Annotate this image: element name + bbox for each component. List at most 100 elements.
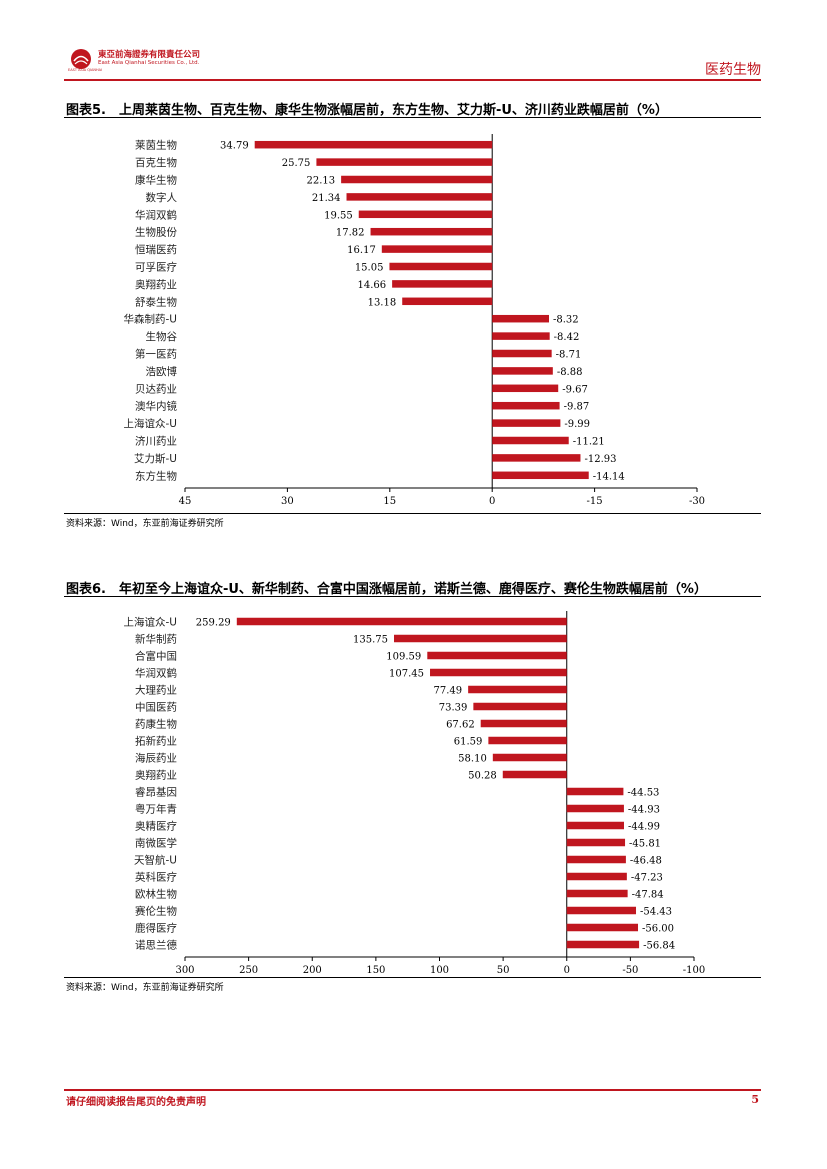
bar	[566, 923, 639, 932]
data-label: -47.23	[631, 873, 663, 884]
data-label: 21.34	[312, 193, 341, 204]
data-label: -9.99	[564, 419, 590, 430]
data-label: 77.49	[434, 686, 463, 697]
data-label: -12.93	[584, 454, 616, 465]
figure6-chart-svg: 300 250 200 150 100 50 0 -50 -100 上海谊众-U 259.29 新华制…	[124, 611, 705, 975]
x-tick-label: 300	[175, 965, 194, 975]
category-label: 华森制药-U	[124, 313, 177, 326]
bar	[502, 770, 567, 779]
bar	[358, 210, 493, 219]
category-label: 可孚医疗	[135, 261, 177, 274]
bar	[566, 821, 624, 830]
data-label: 61.59	[454, 737, 483, 748]
company-name-en: East Asia Qianhai Securities Co., Ltd.	[98, 60, 200, 66]
data-label: 135.75	[353, 635, 388, 646]
data-label: -44.99	[628, 822, 660, 833]
figure6-bottom-rule	[64, 977, 761, 979]
bar	[370, 227, 493, 236]
figure5-title: 图表5. 上周莱茵生物、百克生物、康华生物涨幅居前，东方生物、艾力斯-U、济川药…	[66, 103, 668, 118]
bar	[480, 719, 567, 728]
x-tick-label: 45	[179, 496, 192, 507]
bar	[492, 401, 560, 410]
x-tick-label: 0	[489, 496, 495, 507]
category-label: 澳华内镜	[135, 400, 177, 413]
bar	[236, 617, 567, 626]
data-label: -54.43	[640, 907, 672, 918]
company-logo-icon	[71, 49, 91, 69]
data-label: 107.45	[389, 669, 424, 680]
bar	[381, 245, 493, 253]
figure6-title-rule	[64, 596, 761, 598]
data-label: -46.48	[630, 856, 662, 867]
category-label: 生物谷	[146, 330, 178, 343]
category-label: 中国医药	[135, 701, 177, 714]
figure5-chart-svg: 45 30 15 0 -15 -30 莱茵生物 34.79 百克生物 25.75 康华生物 22.13…	[124, 134, 705, 507]
data-label: -8.42	[554, 332, 580, 343]
data-label: -45.81	[629, 839, 661, 850]
x-tick-label: 250	[239, 965, 258, 975]
data-label: -8.32	[553, 315, 579, 326]
category-label: 欧林生物	[135, 888, 177, 901]
data-label: 67.62	[446, 720, 475, 731]
company-logo-caption: EAST ASIA QIANHAI	[68, 68, 103, 72]
x-tick-label: -30	[689, 496, 705, 507]
category-label: 大理药业	[135, 684, 177, 697]
bar	[468, 685, 567, 694]
category-label: 第一医药	[135, 348, 177, 361]
category-label: 药康生物	[135, 718, 177, 731]
category-label: 上海谊众-U	[124, 417, 177, 430]
x-tick-label: 15	[383, 496, 396, 507]
bar	[566, 889, 628, 898]
category-label: 恒瑞医药	[135, 243, 177, 256]
category-label: 奥精医疗	[135, 820, 177, 833]
x-tick-label: -15	[587, 496, 603, 507]
category-label: 睿昂基因	[135, 786, 177, 799]
data-label: 13.18	[368, 297, 397, 308]
bar	[316, 158, 493, 166]
x-tick-label: 30	[281, 496, 294, 507]
category-label: 粤万年青	[135, 803, 177, 816]
bar	[492, 314, 549, 323]
bar	[492, 349, 552, 358]
data-label: 259.29	[196, 618, 231, 629]
category-label: 康华生物	[135, 174, 177, 187]
category-label: 奥翔药业	[135, 769, 177, 782]
category-label: 艾力斯-U	[134, 452, 177, 465]
data-label: -56.84	[643, 941, 675, 952]
data-label: -47.84	[632, 890, 664, 901]
category-label: 英科医疗	[135, 871, 177, 884]
x-tick-label: 50	[497, 965, 510, 975]
category-label: 上海谊众-U	[124, 616, 177, 629]
bar	[492, 367, 553, 375]
bar	[341, 175, 493, 184]
data-label: 17.82	[336, 228, 365, 239]
category-label: 生物股份	[135, 226, 177, 239]
x-tick-label: -50	[622, 965, 638, 975]
figure6-chart: 300 250 200 150 100 50 0 -50 -100 上海谊众-U 259.29 新华制…	[64, 605, 769, 975]
bar	[488, 736, 567, 745]
data-label: -8.71	[556, 350, 582, 361]
footer-disclaimer: 请仔细阅读报告尾页的免责声明	[66, 1097, 206, 1108]
data-label: -56.00	[642, 924, 674, 935]
x-tick-label: 0	[564, 965, 570, 975]
data-label: -11.21	[573, 437, 605, 448]
figure6-title: 图表6. 年初至今上海谊众-U、新华制药、合富中国涨幅居前，诺斯兰德、鹿得医疗、…	[66, 582, 707, 597]
data-label: -44.53	[627, 788, 659, 799]
bar	[492, 384, 559, 393]
data-label: -8.88	[557, 367, 583, 378]
figure5-bottom-rule	[64, 513, 761, 515]
data-label: 22.13	[306, 176, 335, 187]
company-name-cn: 東亞前海證券有限責任公司	[98, 50, 201, 60]
data-label: 25.75	[282, 158, 311, 169]
bar	[492, 419, 561, 427]
bar	[566, 872, 627, 881]
category-label: 合富中国	[135, 650, 177, 663]
bar	[492, 332, 550, 340]
data-label: 34.79	[220, 141, 249, 152]
bar	[473, 702, 567, 711]
bar	[492, 753, 567, 762]
company-logo: 東亞前海證券有限責任公司 East Asia Qianhai Securitie…	[68, 47, 205, 75]
x-tick-label: 200	[303, 965, 322, 975]
category-label: 贝达药业	[135, 383, 177, 395]
footer-divider	[64, 1089, 761, 1091]
